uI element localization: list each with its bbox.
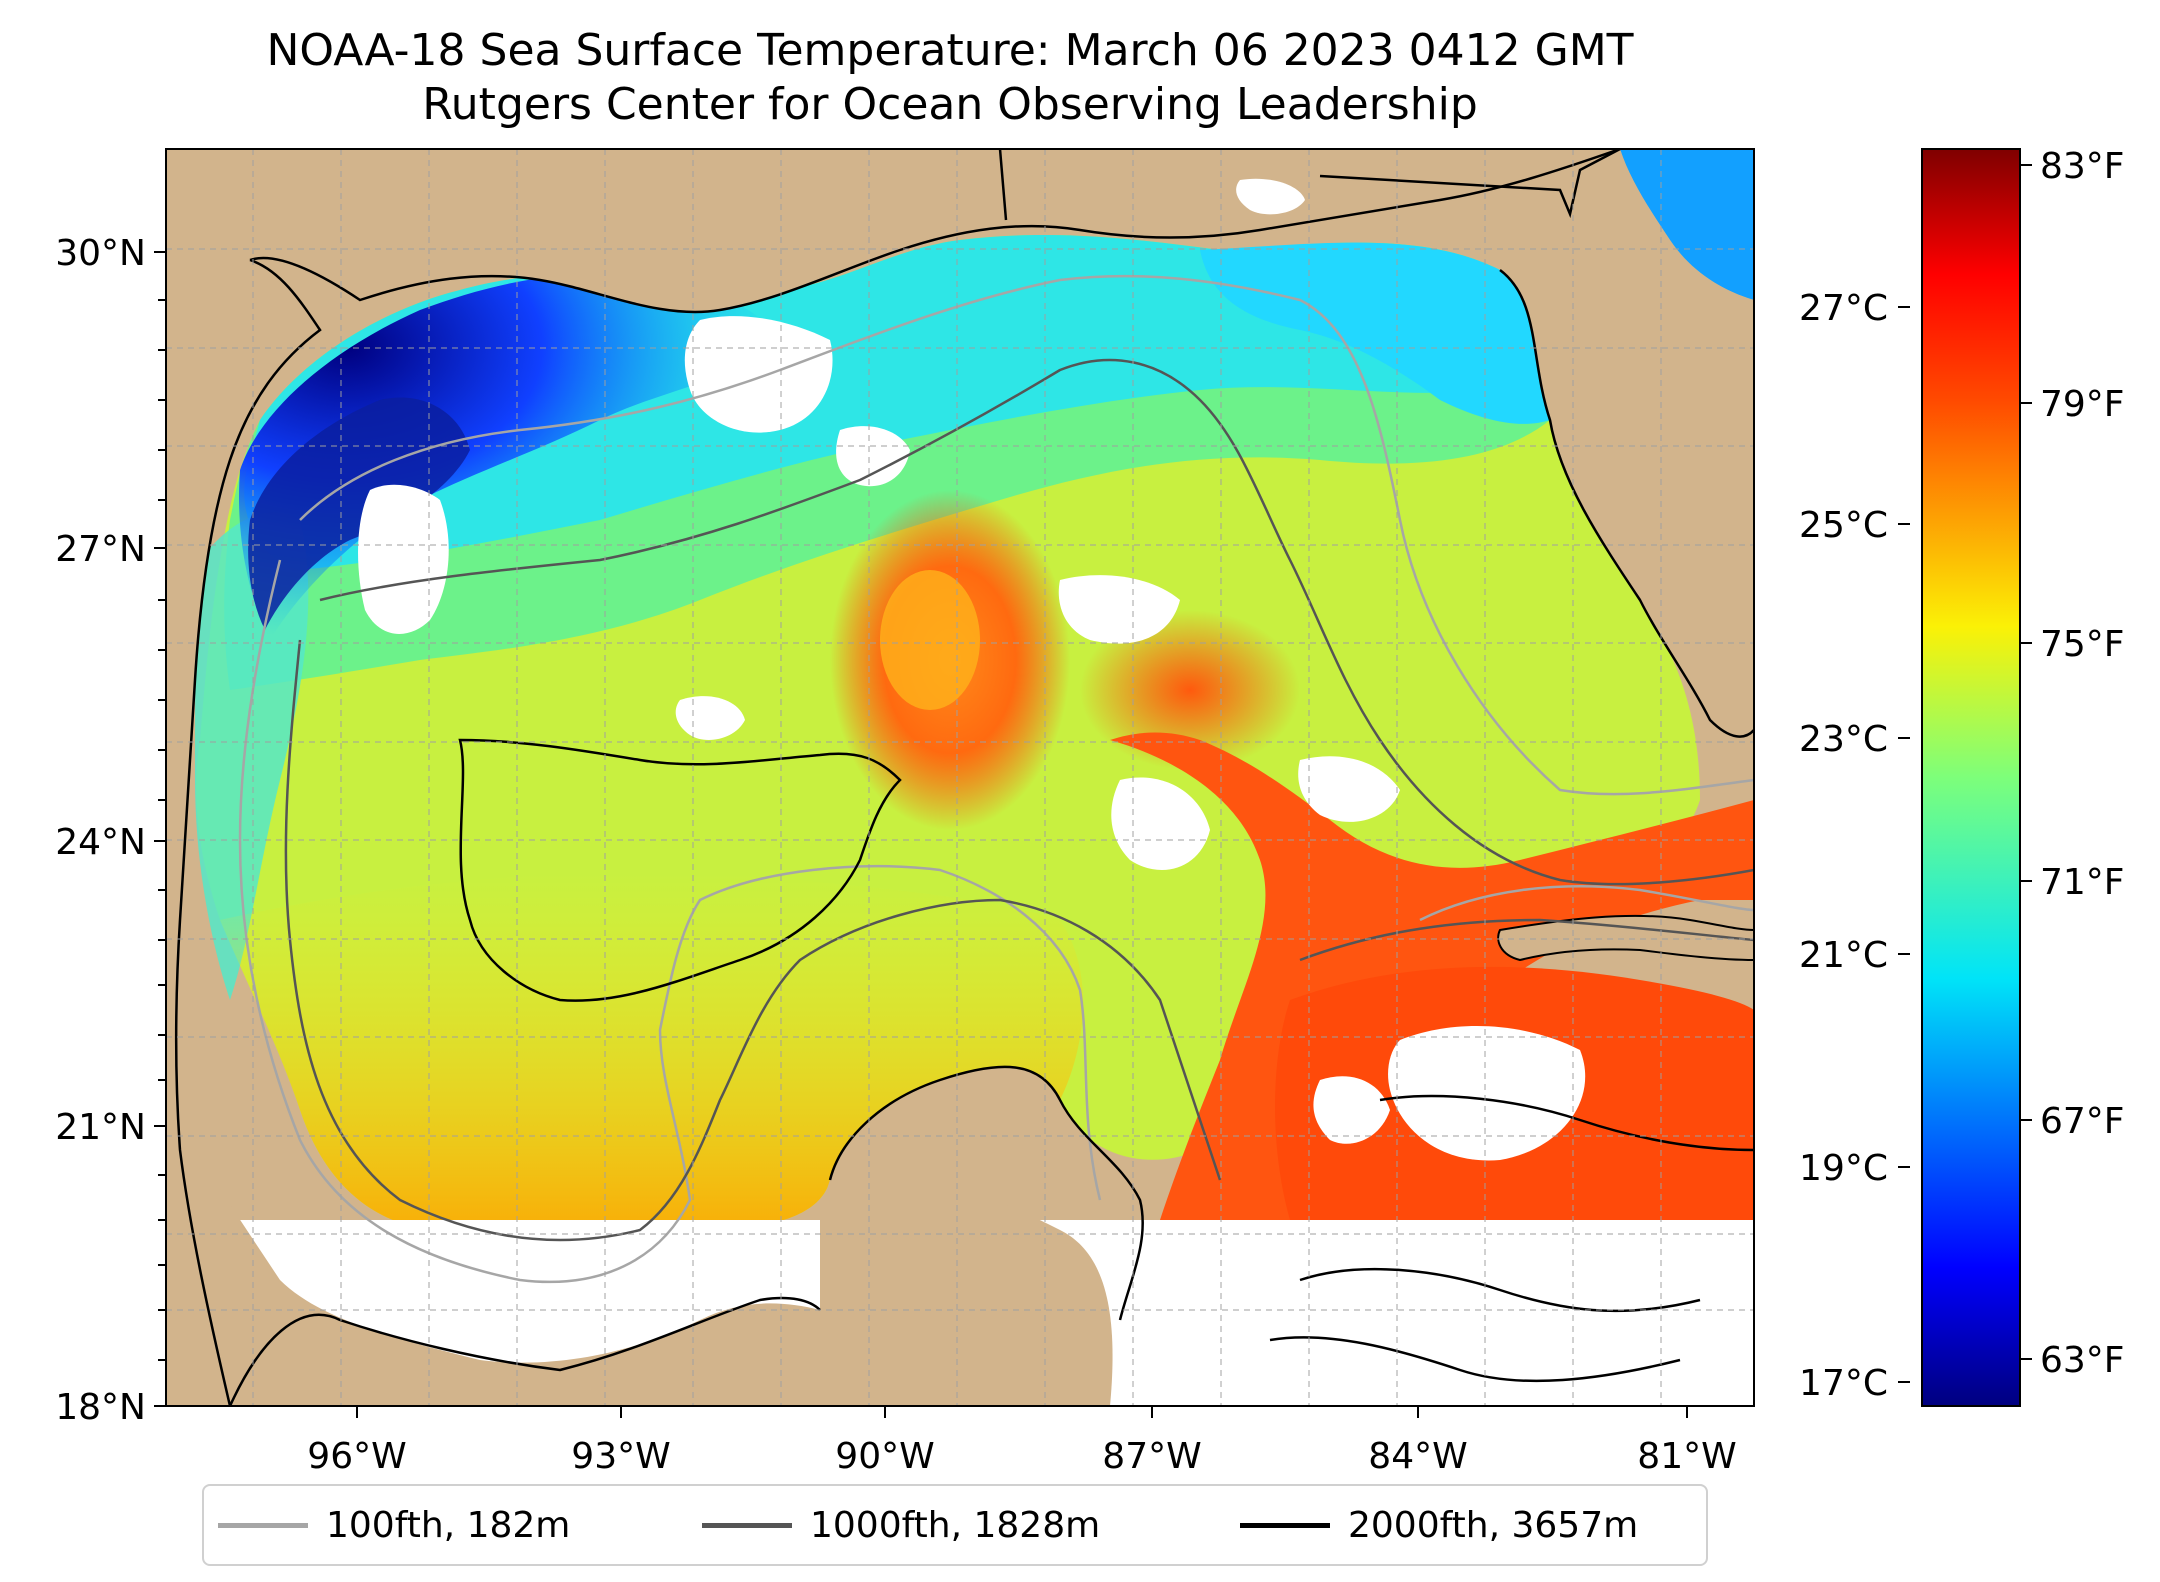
southern-warm-band [220,872,1084,1235]
legend-label-2000fth: 2000fth, 3657m [1348,1504,1639,1546]
lat-ticks [154,251,166,1407]
lon-label-81w: 81°W [1637,1436,1736,1477]
colorbar-f-ticks [2020,164,2032,1360]
lon-ticks [356,1406,1688,1418]
colorbar-f-label-79: 79°F [2040,384,2125,425]
mexico-land-south [166,1100,820,1406]
colorbar-c-label-27: 27°C [1799,288,1888,329]
colorbar-c-label-19: 19°C [1799,1148,1888,1189]
map-frame [165,148,1755,1407]
lon-label-87w: 87°W [1102,1436,1201,1477]
legend-label-1000fth: 1000fth, 1828m [810,1504,1101,1546]
colorbar-c-label-23: 23°C [1799,719,1888,760]
legend-swatch-2000fth [1240,1522,1330,1528]
legend-swatch-1000fth [702,1522,792,1528]
lon-label-96w: 96°W [307,1436,406,1477]
chart-title: NOAA-18 Sea Surface Temperature: March 0… [266,25,1634,76]
western-cool-edge [195,512,309,1000]
chart-subtitle: Rutgers Center for Ocean Observing Leade… [422,79,1478,130]
lat-label-24n: 24°N [55,822,146,863]
colorbar-c-ticks [1898,306,1910,1383]
colorbar-c-label-21: 21°C [1799,935,1888,976]
colorbar-f-label-63: 63°F [2040,1340,2125,1381]
florida-land [1500,149,1754,737]
colorbar-f-label-67: 67°F [2040,1101,2125,1142]
colorbar-f-label-83: 83°F [2040,146,2125,187]
coastlines [175,149,1754,1406]
legend-item-1000fth: 1000fth, 1828m [702,1486,1100,1564]
florida-shelf-cool [1200,242,1550,424]
legend-item-100fth: 100fth, 182m [218,1486,570,1564]
colorbar [1921,148,2021,1407]
legend-swatch-100fth [218,1522,308,1528]
lon-label-84w: 84°W [1368,1436,1467,1477]
cuba-land [1497,914,1754,962]
colorbar-c-label-25: 25°C [1799,505,1888,546]
map-area [166,149,1754,1406]
contour-legend: 100fth, 182m 1000fth, 1828m 2000fth, 365… [202,1484,1708,1566]
colorbar-f-label-71: 71°F [2040,862,2125,903]
lon-label-93w: 93°W [571,1436,670,1477]
colorbar-c-label-17: 17°C [1799,1363,1888,1404]
lat-label-27n: 27°N [55,529,146,570]
cloud-patches [358,178,1586,1161]
graticule [166,149,1754,1406]
cold-shelf-water [239,274,780,640]
contour-1000fth [284,358,1754,1242]
eddy-center [880,570,980,710]
lat-label-30n: 30°N [55,233,146,274]
colorbar-f-label-75: 75°F [2040,624,2125,665]
legend-label-100fth: 100fth, 182m [326,1504,571,1546]
yucatan-south-land [820,1190,1113,1406]
lat-label-18n: 18°N [55,1387,146,1428]
atlantic-strip [1620,149,1754,300]
legend-item-2000fth: 2000fth, 3657m [1240,1486,1638,1564]
lat-label-21n: 21°N [55,1107,146,1148]
mexico-land-west [166,149,320,1406]
coldest-patch [248,397,470,630]
lon-label-90w: 90°W [835,1436,934,1477]
warm-eddy-east [1080,610,1300,770]
